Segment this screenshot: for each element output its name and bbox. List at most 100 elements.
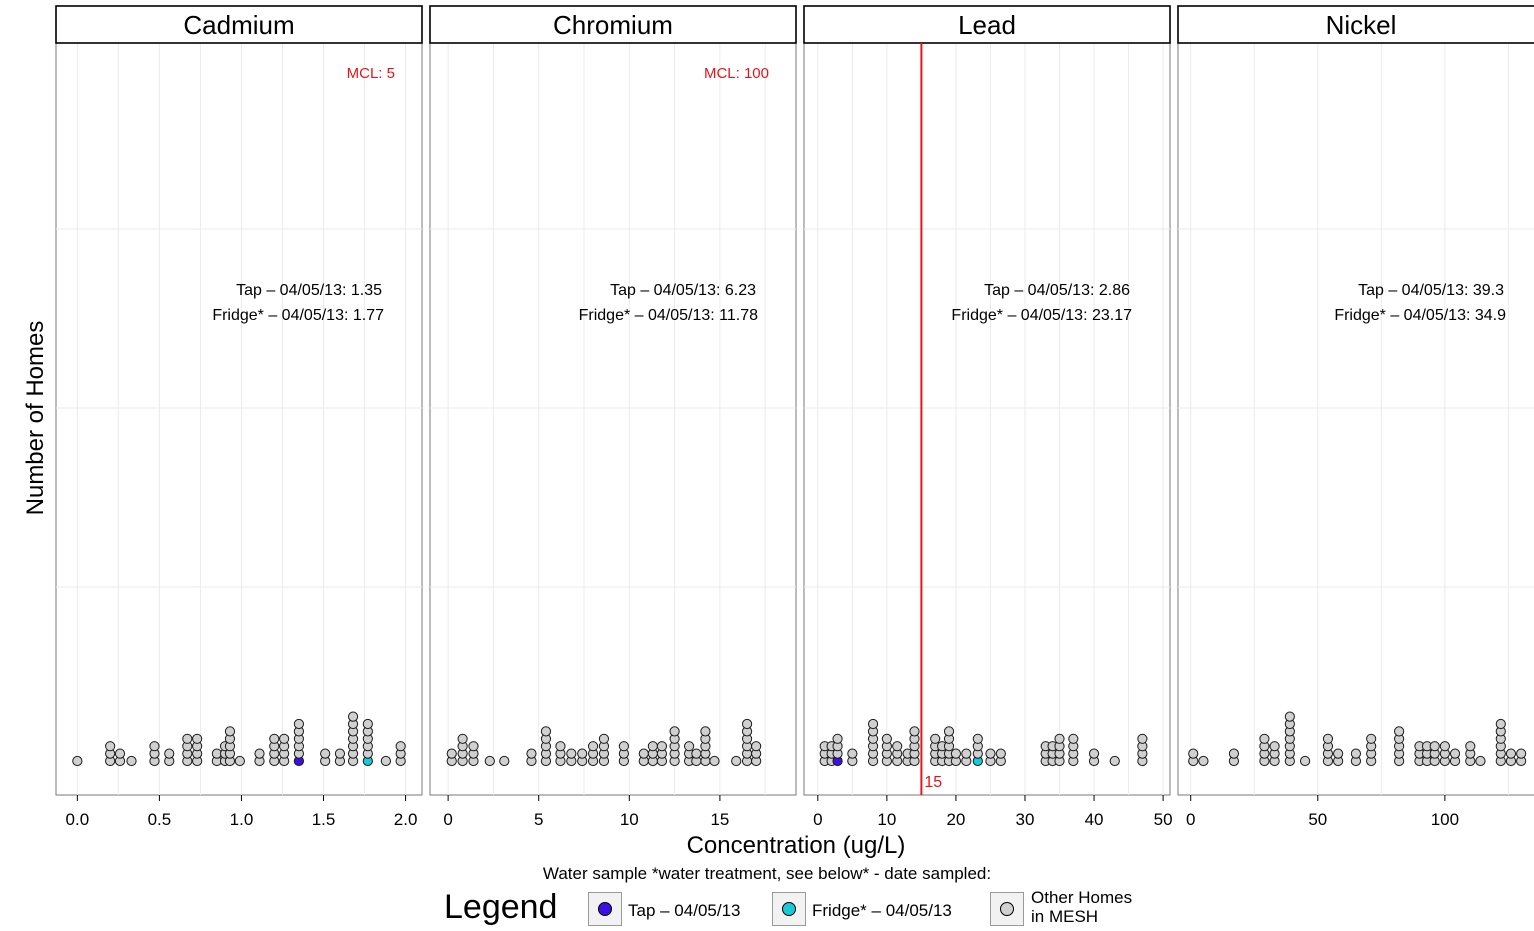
data-point — [638, 748, 649, 759]
data-point — [881, 733, 892, 744]
mcl-label: 15 — [924, 774, 942, 791]
x-tick-label: 15 — [710, 810, 729, 829]
legend-label-fridge: Fridge* – 04/05/13 — [812, 901, 952, 920]
data-point — [832, 733, 843, 744]
data-point — [669, 726, 680, 737]
data-point — [126, 755, 137, 767]
data-point — [182, 733, 193, 744]
x-axis-title: Concentration (ug/L) — [687, 832, 906, 859]
data-point — [1284, 711, 1295, 722]
data-point — [1269, 741, 1280, 752]
tap-annotation: Tap – 04/05/13: 39.3 — [1358, 282, 1504, 299]
data-point — [1429, 741, 1440, 752]
fridge-annotation: Fridge* – 04/05/13: 11.78 — [579, 307, 758, 324]
panel-title: Lead — [958, 10, 1016, 40]
data-point — [1449, 748, 1461, 759]
panel-header — [1177, 5, 1534, 44]
data-point — [1350, 748, 1362, 759]
data-point — [892, 741, 903, 752]
mcl-label: MCL: 100 — [704, 65, 769, 82]
panel-frame — [55, 42, 423, 796]
x-tick-label: 5 — [534, 810, 543, 829]
data-point — [656, 741, 668, 752]
legend-label-other: Other Homes in MESH — [1031, 888, 1132, 926]
other-homes-dot-icon — [1000, 902, 1014, 916]
legend-label-other-line1: Other Homes — [1031, 888, 1133, 907]
data-point — [1299, 755, 1311, 767]
data-point — [114, 748, 126, 759]
data-point — [468, 741, 479, 752]
fridge-annotation: Fridge* – 04/05/13: 1.77 — [212, 307, 384, 324]
data-point — [1495, 718, 1506, 730]
data-point — [1394, 726, 1405, 737]
data-point — [647, 741, 658, 752]
data-point — [577, 748, 588, 759]
data-point — [985, 748, 996, 759]
data-point — [930, 733, 941, 744]
data-point — [683, 741, 695, 752]
data-point — [1054, 733, 1065, 744]
legend-key-other — [990, 892, 1024, 926]
data-point — [293, 718, 305, 730]
legend-key-tap — [588, 892, 622, 926]
data-point — [1516, 748, 1527, 759]
data-point — [909, 726, 920, 737]
data-point — [334, 748, 346, 759]
x-tick-label: 0.5 — [148, 810, 172, 829]
data-point — [1088, 748, 1100, 759]
panel-lead: Lead 15 Tap – 04/05/13: 2.86 Fridge* – 04/0… — [803, 5, 1173, 829]
data-point — [1505, 748, 1517, 759]
data-point — [320, 748, 331, 759]
x-tick-label: 10 — [620, 810, 639, 829]
data-point — [1366, 733, 1377, 744]
y-axis-title: Number of Homes — [22, 321, 49, 516]
data-point — [1137, 733, 1148, 744]
x-tick-label: 2.0 — [394, 810, 418, 829]
fridge-dot-icon — [782, 902, 796, 916]
panel-title: Nickel — [1326, 10, 1397, 40]
legend: Water sample *water treatment, see below… — [0, 862, 1534, 931]
data-point — [618, 741, 629, 752]
panel-cadmium: Cadmium MCL: 5 Tap – 04/05/13: 1.35 Fridge*… — [55, 5, 423, 829]
data-point — [700, 726, 711, 737]
legend-caption: Water sample *water treatment, see below… — [542, 864, 992, 883]
x-tick-label: 1.0 — [230, 810, 254, 829]
tap-annotation: Tap – 04/05/13: 2.86 — [984, 282, 1130, 299]
data-point — [526, 748, 537, 759]
data-point — [362, 718, 373, 730]
data-point — [1198, 755, 1209, 767]
panel-frame — [429, 42, 797, 796]
legend-label-other-line2: in MESH — [1031, 907, 1099, 926]
data-point — [380, 755, 391, 767]
legend-key-fridge — [772, 892, 806, 926]
panel-chromium: Chromium MCL: 100 Tap – 04/05/13: 6.23 Frid… — [429, 5, 797, 829]
data-point — [499, 755, 510, 767]
x-tick-label: 30 — [1016, 810, 1035, 829]
data-point — [347, 711, 359, 722]
data-point — [731, 755, 742, 767]
fridge-annotation: Fridge* – 04/05/13: 23.17 — [951, 307, 1132, 324]
data-point — [72, 755, 83, 767]
legend-title: Legend — [444, 888, 558, 926]
panel-frame — [803, 42, 1171, 796]
data-point — [269, 733, 280, 744]
x-tick-label: 100 — [1431, 810, 1459, 829]
data-point — [1259, 733, 1270, 744]
data-point — [1188, 748, 1199, 759]
data-point — [1322, 733, 1334, 744]
data-point — [484, 755, 495, 767]
data-point — [751, 741, 762, 752]
data-point — [1475, 755, 1486, 767]
data-point — [1465, 741, 1476, 752]
data-point — [224, 726, 236, 737]
data-point — [1228, 748, 1240, 759]
data-point — [164, 748, 175, 759]
panel-title: Chromium — [553, 10, 673, 40]
data-point — [254, 748, 265, 759]
x-tick-label: 50 — [1308, 810, 1327, 829]
data-point — [395, 741, 406, 752]
data-point — [691, 748, 702, 759]
data-point — [555, 741, 566, 752]
panel-title: Cadmium — [183, 10, 294, 40]
